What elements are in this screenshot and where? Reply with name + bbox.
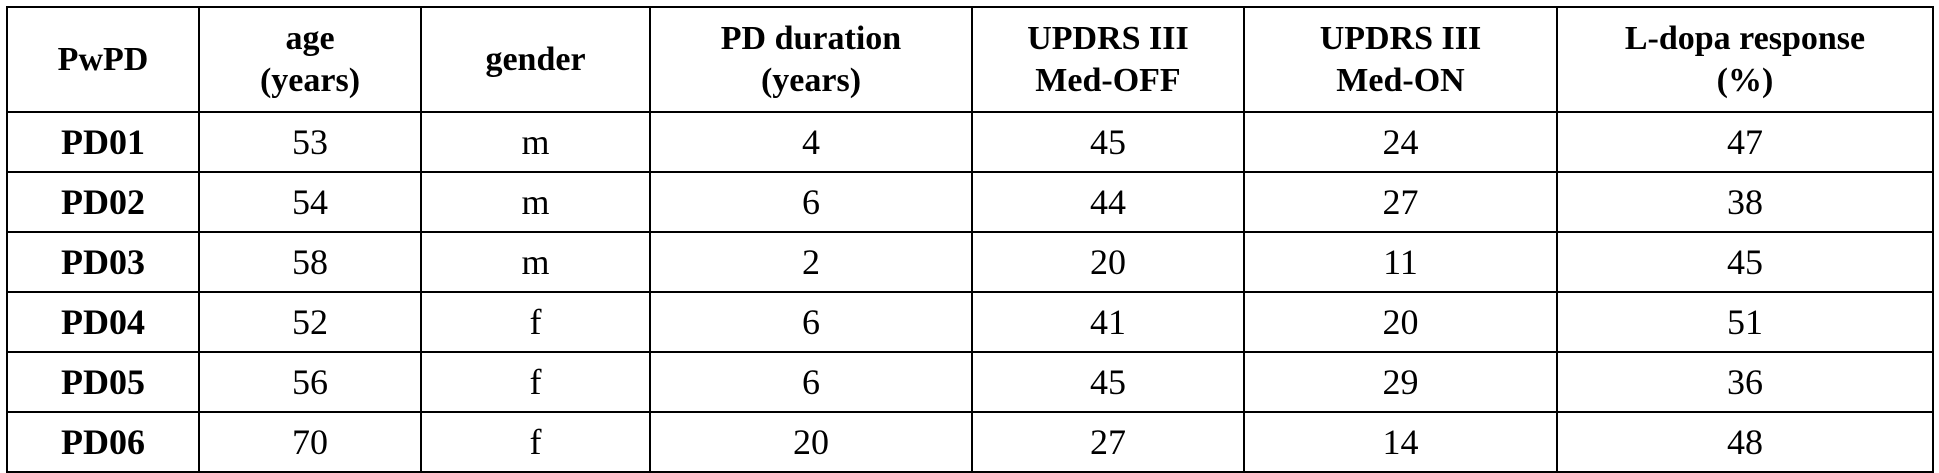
table-cell: 24 bbox=[1243, 111, 1558, 173]
header-cell: UPDRS III Med-OFF bbox=[971, 6, 1245, 113]
table-cell: 20 bbox=[971, 231, 1245, 293]
row-id-cell: PD06 bbox=[6, 411, 200, 473]
header-text: UPDRS III bbox=[1319, 19, 1482, 57]
table-cell: 44 bbox=[971, 171, 1245, 233]
table-cell: 51 bbox=[1556, 291, 1934, 353]
row-id-cell: PD03 bbox=[6, 231, 200, 293]
table-cell: 27 bbox=[1243, 171, 1558, 233]
header-text: PwPD bbox=[57, 40, 149, 78]
header-text: PD duration bbox=[720, 19, 902, 57]
table-cell: 45 bbox=[971, 351, 1245, 413]
table-body: PD01 53 m 4 45 24 47 PD02 54 m 6 44 27 38 PD03 58 m 2 20 11… bbox=[6, 111, 1934, 473]
table-cell: 41 bbox=[971, 291, 1245, 353]
header-text: age bbox=[285, 19, 335, 57]
header-row: PwPD age (years) gender PD duration (years) UP… bbox=[6, 6, 1934, 113]
header-cell: age (years) bbox=[198, 6, 422, 113]
table-cell: 48 bbox=[1556, 411, 1934, 473]
table-cell: 52 bbox=[198, 291, 422, 353]
header-text: (years) bbox=[760, 61, 862, 99]
table-cell: f bbox=[420, 411, 651, 473]
table-cell: 54 bbox=[198, 171, 422, 233]
table-cell: 6 bbox=[649, 171, 973, 233]
table-cell: 56 bbox=[198, 351, 422, 413]
table-cell: m bbox=[420, 171, 651, 233]
table-cell: f bbox=[420, 351, 651, 413]
table-cell: 38 bbox=[1556, 171, 1934, 233]
table-row: PD01 53 m 4 45 24 47 bbox=[6, 111, 1934, 173]
table-row: PD06 70 f 20 27 14 48 bbox=[6, 411, 1934, 473]
data-table: PwPD age (years) gender PD duration (years) UP… bbox=[6, 6, 1934, 473]
table-cell: 53 bbox=[198, 111, 422, 173]
table-cell: 29 bbox=[1243, 351, 1558, 413]
header-cell: UPDRS III Med-ON bbox=[1243, 6, 1558, 113]
header-text: Med-OFF bbox=[1035, 61, 1181, 99]
table-cell: 2 bbox=[649, 231, 973, 293]
table-cell: 70 bbox=[198, 411, 422, 473]
row-id-cell: PD05 bbox=[6, 351, 200, 413]
table-cell: 36 bbox=[1556, 351, 1934, 413]
table-cell: 6 bbox=[649, 351, 973, 413]
table-cell: f bbox=[420, 291, 651, 353]
table-cell: 20 bbox=[1243, 291, 1558, 353]
header-text: (%) bbox=[1716, 61, 1774, 99]
table-row: PD03 58 m 2 20 11 45 bbox=[6, 231, 1934, 293]
table-cell: m bbox=[420, 111, 651, 173]
table-cell: 20 bbox=[649, 411, 973, 473]
header-text: UPDRS III bbox=[1027, 19, 1189, 57]
header-cell: L-dopa response (%) bbox=[1556, 6, 1934, 113]
header-text: L-dopa response bbox=[1624, 19, 1866, 57]
table-cell: 14 bbox=[1243, 411, 1558, 473]
table-row: PD02 54 m 6 44 27 38 bbox=[6, 171, 1934, 233]
row-id-cell: PD02 bbox=[6, 171, 200, 233]
table-cell: 47 bbox=[1556, 111, 1934, 173]
table-cell: m bbox=[420, 231, 651, 293]
table-cell: 6 bbox=[649, 291, 973, 353]
table-cell: 4 bbox=[649, 111, 973, 173]
row-id-cell: PD01 bbox=[6, 111, 200, 173]
header-cell: PwPD bbox=[6, 6, 200, 113]
table-row: PD04 52 f 6 41 20 51 bbox=[6, 291, 1934, 353]
header-cell: gender bbox=[420, 6, 651, 113]
table-cell: 45 bbox=[1556, 231, 1934, 293]
header-cell: PD duration (years) bbox=[649, 6, 973, 113]
row-id-cell: PD04 bbox=[6, 291, 200, 353]
table-cell: 45 bbox=[971, 111, 1245, 173]
header-text: gender bbox=[485, 40, 586, 78]
table-cell: 11 bbox=[1243, 231, 1558, 293]
table-cell: 58 bbox=[198, 231, 422, 293]
header-text: Med-ON bbox=[1336, 61, 1465, 99]
header-text: (years) bbox=[259, 61, 361, 99]
table-row: PD05 56 f 6 45 29 36 bbox=[6, 351, 1934, 413]
table-cell: 27 bbox=[971, 411, 1245, 473]
